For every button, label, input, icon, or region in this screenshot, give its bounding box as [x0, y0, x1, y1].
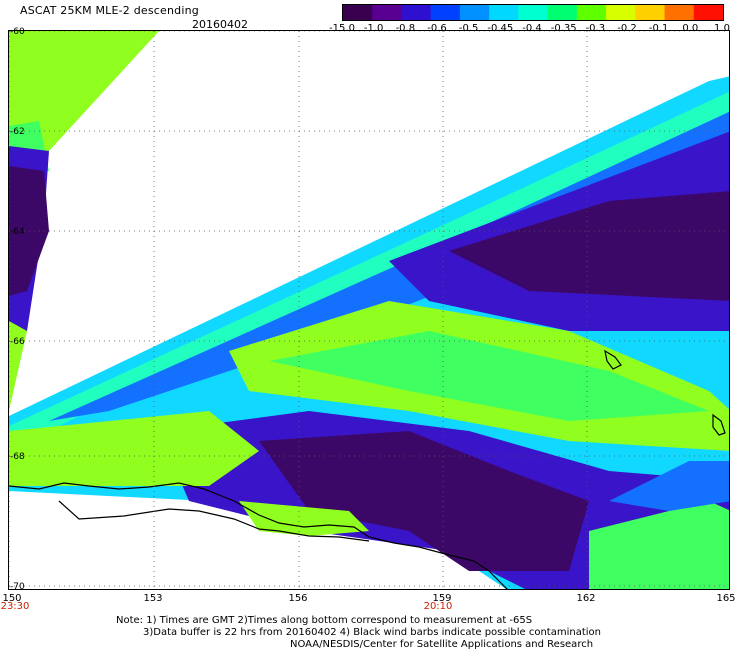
latitude-tick-label: -62 [10, 127, 25, 137]
data-swath [9, 31, 729, 589]
swath-region [609, 461, 729, 511]
longitude-tick-label: 150 [2, 593, 22, 604]
colorbar [342, 4, 724, 21]
colorbar-segment [489, 5, 519, 20]
colorbar-tick-label: -0.1 [648, 23, 669, 34]
latitude-tick-label: -68 [10, 452, 25, 462]
longitude-tick-label: 165 [716, 593, 736, 604]
map-plot [8, 30, 730, 590]
colorbar-tick-label: -0.8 [395, 23, 416, 34]
colorbar-tick-label: -0.2 [617, 23, 637, 34]
island-outline [712, 413, 726, 436]
time-label-start: 23:30 [0, 601, 30, 612]
swath-region [9, 321, 27, 411]
colorbar-segment [430, 5, 461, 20]
colorbar-segment [459, 5, 490, 20]
swath-region [239, 501, 369, 536]
colorbar-tick-label: -0.6 [427, 23, 447, 34]
colorbar-segment [693, 5, 723, 20]
colorbar-tick-label: -1.0 [363, 23, 384, 34]
colorbar-tick-label: -15.0 [329, 23, 355, 34]
colorbar-segment [664, 5, 695, 20]
longitude-tick-label: 153 [143, 593, 163, 604]
colorbar-segment [547, 5, 578, 20]
colorbar-segment [576, 5, 607, 20]
map-canvas [9, 31, 729, 589]
colorbar-segment [606, 5, 636, 20]
longitude-tick-label: 159 [432, 593, 452, 604]
latitude-tick-label: -70 [10, 582, 25, 592]
colorbar-segment [372, 5, 402, 20]
footer-note-1: Note: 1) Times are GMT 2)Times along bot… [116, 615, 533, 626]
swath-region [589, 501, 729, 589]
footer-note-3: NOAA/NESDIS/Center for Satellite Applica… [290, 639, 594, 650]
latitude-tick-label: -66 [10, 337, 25, 347]
swath-region [269, 331, 709, 421]
colorbar-segment [518, 5, 549, 20]
colorbar-tick-label: 1.0 [714, 23, 730, 34]
time-label-end: 20:10 [423, 601, 453, 612]
footer-note-2: 3)Data buffer is 22 hrs from 20160402 4)… [143, 627, 601, 638]
colorbar-tick-label: -0.35 [550, 23, 577, 34]
colorbar-tick-label: -0.4 [522, 23, 542, 34]
colorbar-segment [343, 5, 373, 20]
island-outline [604, 349, 622, 370]
longitude-tick-label: 156 [288, 593, 308, 604]
graticule [9, 31, 729, 589]
antarctic-coastline [9, 482, 508, 589]
latitude-tick-label: -60 [10, 27, 25, 37]
colorbar-tick-label: 0.0 [682, 23, 699, 34]
colorbar-labels: -15.0 -1.0 -0.8 -0.6 -0.5 -0.45 -0.4 -0.35 -0.3-… [329, 23, 734, 37]
latitude-tick-label: -64 [10, 227, 25, 237]
map-date: 20160402 [192, 18, 248, 31]
swath-region [259, 431, 589, 571]
swath-region [9, 31, 159, 156]
longitude-tick-label: 162 [576, 593, 596, 604]
colorbar-tick-label: -0.5 [458, 23, 479, 34]
colorbar-tick-label: -0.45 [487, 23, 514, 34]
map-title: ASCAT 25KM MLE-2 descending [20, 4, 199, 17]
swath-region [449, 191, 729, 301]
colorbar-segment [401, 5, 432, 20]
swath-region [9, 411, 259, 486]
colorbar-segment [635, 5, 666, 20]
colorbar-tick-label: -0.3 [585, 23, 606, 34]
